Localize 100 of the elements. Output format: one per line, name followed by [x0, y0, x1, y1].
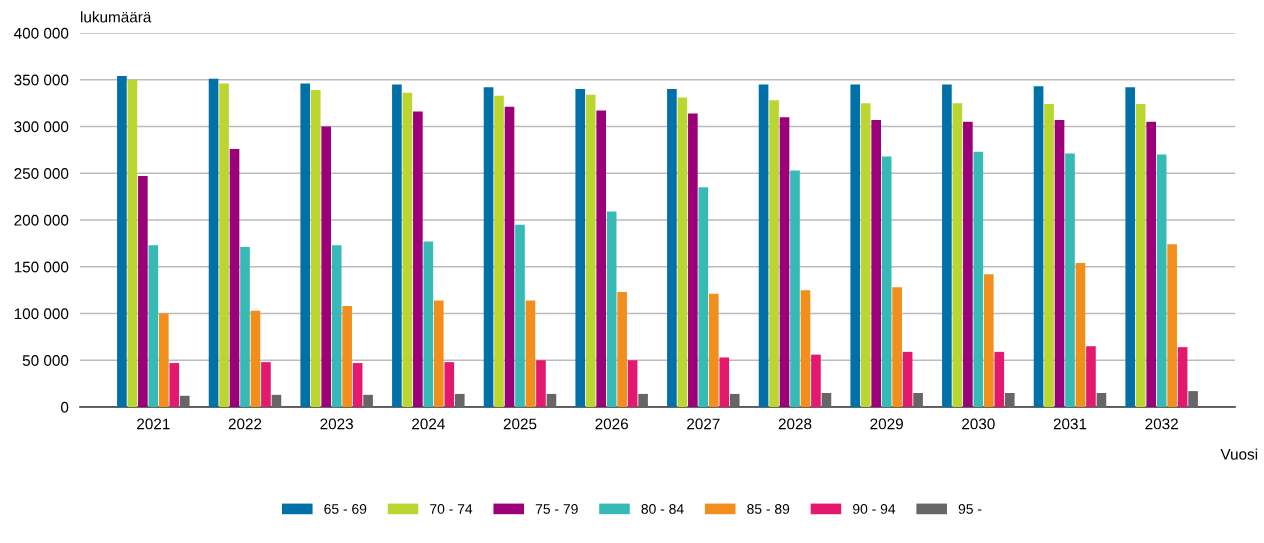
bar: [1096, 392, 1107, 407]
bar: [860, 103, 871, 407]
bar: [963, 121, 973, 407]
legend-label: 75 - 79: [535, 504, 578, 514]
bar: [871, 119, 882, 407]
bar: [952, 103, 963, 407]
bar: [1125, 87, 1136, 407]
bar: [546, 393, 557, 407]
bar: [454, 393, 465, 407]
bar: [667, 89, 677, 407]
bar: [219, 83, 229, 407]
bar: [261, 362, 271, 407]
bar: [575, 89, 586, 407]
bar: [1156, 154, 1167, 407]
bar: [138, 176, 148, 407]
y-axis-title: lukumäärä: [81, 11, 152, 23]
bar: [708, 293, 719, 407]
bar: [1065, 153, 1075, 407]
bar: [271, 394, 282, 407]
bar: [779, 117, 790, 407]
bar: [1146, 121, 1157, 407]
bar: [892, 287, 902, 407]
bar: [331, 245, 342, 407]
bar: [1086, 346, 1096, 407]
bar: [677, 97, 688, 407]
y-tick-label: 350 000: [14, 74, 69, 86]
bar: [208, 78, 219, 407]
bar: [606, 211, 617, 407]
y-tick-label: 150 000: [14, 261, 69, 273]
bar: [688, 113, 698, 407]
legend-label: 80 - 84: [641, 504, 684, 514]
bar: [342, 306, 352, 407]
bar: [913, 392, 923, 407]
bar: [1188, 391, 1198, 407]
bar: [392, 84, 402, 407]
bar: [627, 360, 638, 407]
bar: [973, 151, 984, 407]
y-tick-label: 300 000: [14, 121, 69, 133]
bar: [1075, 263, 1086, 407]
bar: [638, 393, 648, 407]
bar: [229, 148, 240, 407]
bar: [483, 87, 494, 407]
bar: [769, 100, 779, 407]
x-tick-label: 2022: [228, 418, 262, 430]
x-tick-label: 2021: [137, 418, 170, 430]
x-tick-label: 2026: [595, 418, 628, 430]
bar: [494, 95, 504, 407]
legend-label: 90 - 94: [852, 504, 896, 514]
bar: [240, 247, 250, 407]
bar: [758, 84, 769, 407]
bar: [515, 224, 525, 407]
legend-label: 85 - 89: [747, 504, 790, 514]
bar: [790, 170, 800, 407]
bar: [433, 300, 444, 407]
bar: [719, 357, 730, 407]
bar: [942, 84, 952, 407]
bar: [310, 90, 321, 407]
bar: [169, 363, 180, 407]
bar: [811, 354, 821, 407]
bar: [1004, 392, 1015, 407]
bar: [363, 394, 373, 407]
y-tick-label: 250 000: [14, 168, 69, 179]
bar: [1167, 244, 1177, 407]
y-tick-label: 100 000: [14, 308, 69, 320]
bar: [729, 393, 740, 407]
bar: [1177, 347, 1188, 407]
bar: [413, 111, 423, 407]
bar: [402, 92, 413, 407]
bar: [821, 392, 832, 407]
legend-label: 95 -: [958, 504, 982, 514]
bar: [902, 351, 913, 407]
bar: [994, 351, 1005, 407]
bar: [585, 94, 596, 407]
bar: [148, 245, 159, 407]
bar: [1135, 104, 1146, 407]
x-tick-label: 2029: [870, 418, 903, 430]
x-tick-label: 2027: [687, 418, 720, 430]
bar: [300, 83, 311, 407]
bar: [117, 76, 127, 407]
x-axis-title: Vuosi: [1220, 448, 1258, 460]
bar: [1033, 86, 1044, 407]
x-tick-label: 2028: [778, 418, 812, 430]
bar: [250, 310, 261, 407]
x-tick-label: 2030: [962, 418, 995, 430]
y-tick-label: 200 000: [14, 214, 69, 226]
bar: [321, 126, 332, 407]
bar: [504, 106, 515, 407]
y-tick-label: 0: [60, 401, 69, 413]
bar: [983, 274, 994, 407]
bar: [1054, 119, 1065, 407]
bar: [800, 290, 811, 407]
bar: [850, 84, 861, 407]
bar: [352, 363, 363, 407]
x-tick-label: 2032: [1145, 418, 1178, 430]
bar: [596, 110, 607, 407]
x-tick-label: 2023: [320, 418, 353, 430]
bar: [525, 300, 536, 407]
bar: [423, 241, 434, 407]
bar: [536, 360, 546, 407]
y-tick-label: 400 000: [14, 27, 69, 39]
